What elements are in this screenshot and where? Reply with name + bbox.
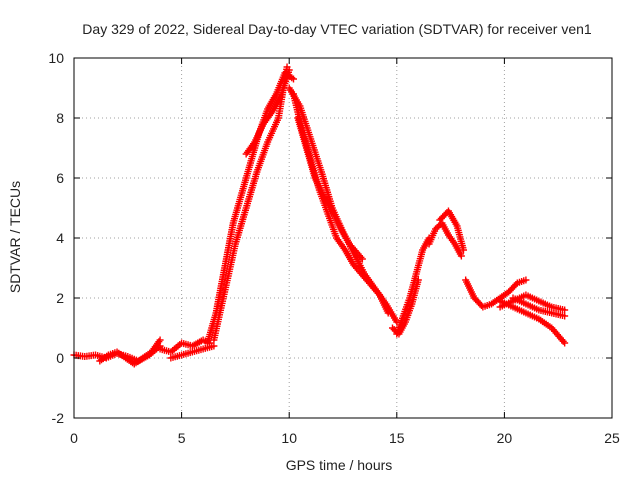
data-point [398, 314, 406, 322]
data-point [546, 302, 554, 310]
data-point [231, 242, 239, 250]
data-point [357, 253, 365, 261]
data-point [443, 229, 451, 237]
x-tick-label: 0 [70, 430, 78, 446]
data-point [175, 352, 183, 360]
data-point [383, 307, 391, 315]
y-tick-label: -2 [52, 410, 65, 426]
data-point [246, 161, 254, 169]
x-tick-label: 10 [281, 430, 297, 446]
data-point [252, 170, 260, 178]
data-point [533, 305, 541, 313]
data-point [250, 140, 258, 148]
data-point [229, 221, 237, 229]
data-point [165, 347, 173, 355]
data-point [258, 122, 266, 130]
data-point [263, 140, 271, 148]
data-point [323, 208, 331, 216]
data-point [546, 309, 554, 316]
y-tick-label: 4 [56, 230, 64, 246]
data-point [317, 166, 325, 174]
data-point [271, 92, 279, 100]
data-point [559, 312, 567, 319]
data-point [176, 341, 184, 348]
data-point [520, 299, 528, 307]
data-point [533, 314, 541, 322]
data-point [306, 133, 314, 141]
data-point [220, 266, 228, 274]
y-tick-label: 6 [56, 170, 64, 186]
data-point [155, 338, 163, 346]
data-point [103, 352, 111, 360]
data-point [267, 110, 275, 118]
data-point [450, 238, 458, 246]
data-point [510, 282, 518, 290]
data-point [336, 223, 344, 231]
y-tick-label: 10 [48, 50, 64, 66]
data-point [186, 349, 194, 357]
data-point [512, 281, 520, 288]
data-point [237, 191, 245, 199]
data-point [407, 302, 415, 310]
data-point [405, 296, 413, 304]
data-point [452, 220, 460, 228]
y-tick-label: 0 [56, 350, 64, 366]
data-point [340, 244, 348, 252]
data-point [306, 154, 314, 162]
x-tick-label: 25 [604, 430, 620, 446]
data-point [520, 308, 528, 316]
data-point [476, 300, 484, 308]
data-point [507, 298, 515, 306]
data-point [374, 289, 382, 297]
data-point [197, 346, 205, 354]
data-point [220, 290, 228, 298]
data-point [418, 248, 426, 256]
data-point [276, 95, 284, 103]
data-point [344, 238, 352, 246]
y-axis-title: SDTVAR / TECUs [7, 181, 23, 293]
data-point [315, 184, 323, 192]
data-point [533, 296, 541, 304]
data-point [485, 301, 493, 309]
data-point [263, 107, 271, 115]
data-point [412, 272, 420, 280]
y-tick-label: 8 [56, 110, 64, 126]
data-point [442, 210, 450, 218]
data-point [273, 116, 281, 124]
data-point [559, 337, 567, 345]
x-tick-label: 20 [497, 430, 513, 446]
y-tick-label: 2 [56, 290, 64, 306]
data-point [459, 244, 467, 252]
x-tick-label: 15 [389, 430, 405, 446]
data-point [349, 259, 357, 267]
data-point [559, 306, 567, 313]
data-point [208, 343, 216, 351]
data-point [431, 227, 439, 235]
data-point [284, 68, 292, 76]
chart-title: Day 329 of 2022, Sidereal Day-to-day VTE… [82, 21, 592, 37]
data-point [392, 316, 400, 324]
data-point [435, 222, 443, 230]
x-axis-title: GPS time / hours [286, 457, 393, 473]
x-tick-label: 5 [178, 430, 186, 446]
axes: 0 5 10 15 20 25 -2 0 2 4 6 8 10 [48, 50, 620, 446]
data-point [298, 124, 306, 132]
data-point [241, 206, 249, 214]
data-point [520, 277, 528, 285]
data-points [70, 63, 569, 368]
data-point [332, 232, 340, 240]
data-point [288, 74, 296, 82]
data-point [456, 250, 464, 258]
